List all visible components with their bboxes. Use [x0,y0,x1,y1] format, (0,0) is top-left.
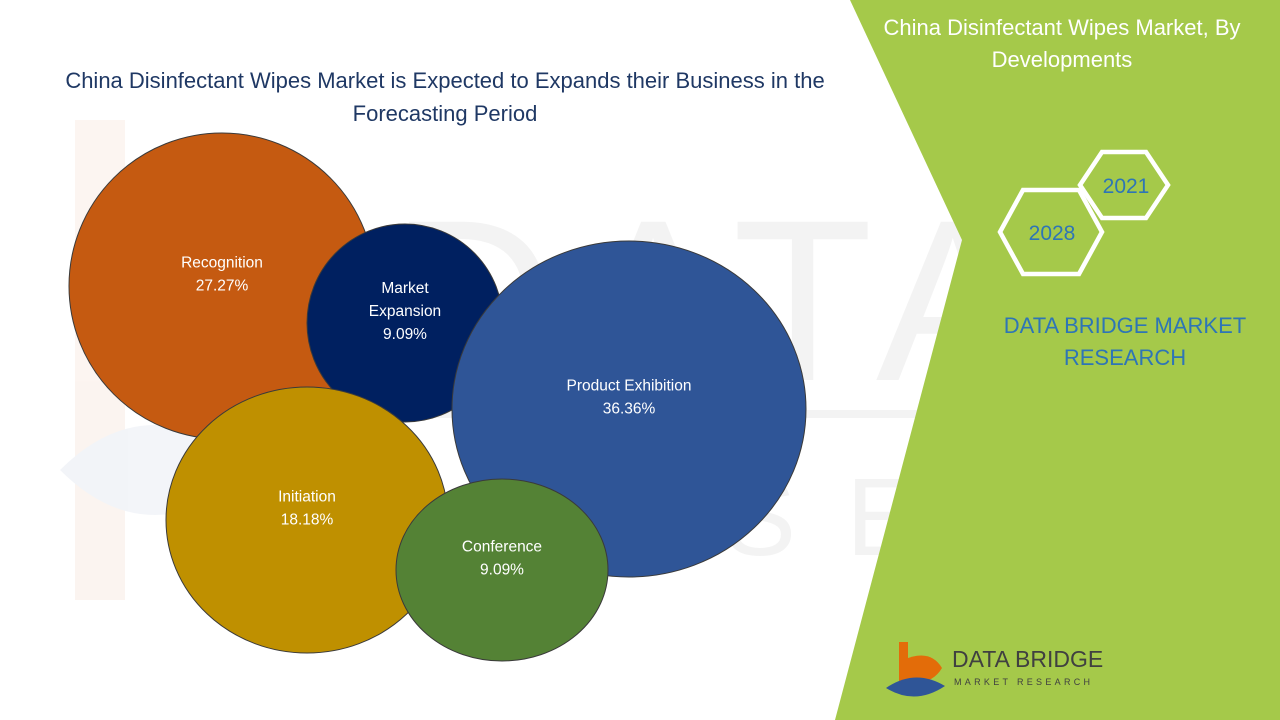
bubble-value-market-expansion: 9.09% [383,326,427,343]
page-title: China Disinfectant Wipes Market is Expec… [65,68,825,126]
bubble-name-conference: Conference [462,539,542,556]
bubble-name-product-exhibition: Product Exhibition [567,378,692,395]
bubble-name-market-expansion: Expansion [369,303,441,320]
bubble-name-recognition: Recognition [181,255,263,272]
bubble-value-product-exhibition: 36.36% [603,401,656,418]
bubble-conference: Conference 9.09% [395,478,609,662]
logo: DATA BRIDGE MARKET RESEARCH [880,638,1120,708]
logo-name: DATA BRIDGE [952,646,1104,672]
year-2028-label: 2028 [1029,222,1076,245]
hexagon-2021 [1077,149,1171,221]
side-panel-title: China Disinfectant Wipes Market, By Deve… [883,15,1241,72]
bubble-value-initiation: 18.18% [281,512,334,529]
brand-name: DATA BRIDGE MARKET RESEARCH [1003,313,1247,370]
bubble-name-initiation: Initiation [278,489,336,506]
hexagon-2028 [997,187,1105,277]
logo-subtitle: MARKET RESEARCH [954,677,1094,687]
bubble-value-recognition: 27.27% [196,278,249,295]
bubble-chart: Recognition 27.27% Market Expansion 9.09% Pro… [68,132,807,662]
side-panel [835,0,1280,720]
bubble-recognition: Recognition 27.27% [68,132,376,440]
bubble-name-market-expansion: Market [381,280,429,297]
bubble-value-conference: 9.09% [480,562,524,579]
bubble-initiation: Initiation 18.18% [165,386,449,654]
bubble-shape-conference [395,478,609,662]
year-2021-label: 2021 [1103,175,1150,198]
data-bridge-logo-icon [886,642,945,697]
